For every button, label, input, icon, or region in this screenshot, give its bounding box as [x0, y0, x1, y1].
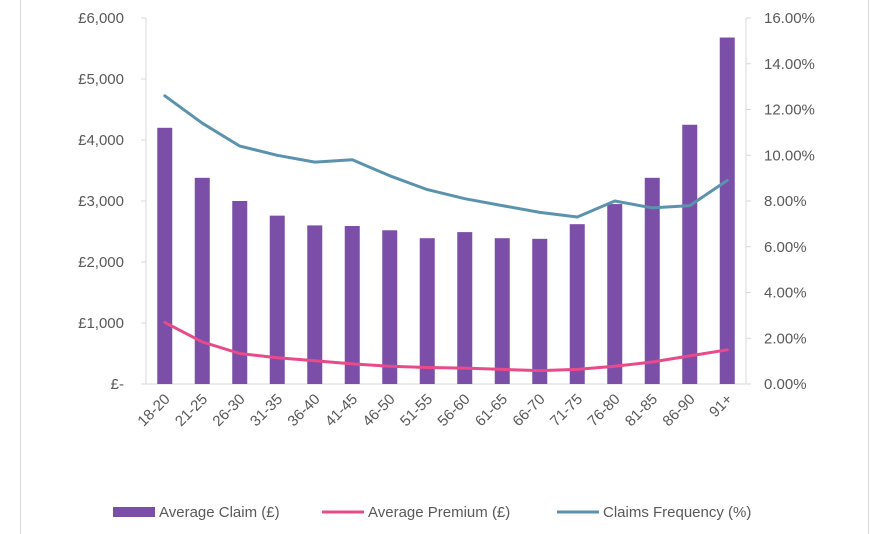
x-tick-labels: 18-2021-2526-3031-3536-4041-4546-5051-55…: [134, 391, 736, 430]
y2-tick-label: 0.00%: [764, 376, 807, 393]
x-tick-label: 51-55: [397, 391, 436, 430]
x-tick-label: 71-75: [547, 391, 586, 430]
bar: [494, 238, 510, 384]
y2-tick-label: 6.00%: [764, 239, 807, 256]
x-tick-label: 46-50: [359, 391, 398, 430]
x-tick-label: 26-30: [209, 391, 248, 430]
x-tick-label: 86-90: [659, 391, 698, 430]
y2-tick-label: 16.00%: [764, 10, 815, 27]
bar: [157, 127, 173, 385]
x-tick-label: 18-20: [134, 391, 173, 430]
y-tick-label: £4,000: [78, 132, 124, 149]
axes: £- £1,000 £2,000 £3,000 £4,000 £5,000 £6,000 0.…: [78, 10, 815, 393]
chart-frame: [20, 0, 869, 534]
x-tick-label: 31-35: [247, 391, 286, 430]
x-tick-label: 36-40: [284, 391, 323, 430]
bar: [419, 238, 435, 384]
y-tick-label: £2,000: [78, 254, 124, 271]
legend: Average Claim (£) Average Premium (£) Clai…: [113, 504, 751, 521]
bar: [607, 204, 623, 384]
x-tick-label: 91+: [706, 391, 736, 421]
legend-swatch-bar: [113, 507, 155, 517]
x-tick-label: 21-25: [172, 391, 211, 430]
bar: [344, 226, 360, 384]
x-tick-label: 41-45: [322, 391, 361, 430]
legend-label: Average Claim (£): [159, 504, 280, 521]
y-tick-label: £5,000: [78, 71, 124, 88]
y-tick-label: £6,000: [78, 10, 124, 27]
bar: [382, 230, 398, 384]
bar: [569, 224, 585, 384]
bar: [194, 177, 210, 384]
line-series: [163, 94, 729, 373]
y2-tick-label: 10.00%: [764, 147, 815, 164]
bar: [269, 215, 285, 384]
bar: [532, 238, 548, 384]
bar: [719, 37, 735, 385]
bar: [232, 201, 248, 384]
y-tick-label: £3,000: [78, 193, 124, 210]
y-tick-label: £-: [111, 376, 124, 393]
x-tick-label: 81-85: [622, 391, 661, 430]
x-tick-label: 61-65: [472, 391, 511, 430]
y2-tick-label: 14.00%: [764, 56, 815, 73]
y2-tick-label: 8.00%: [764, 193, 807, 210]
series-line: [163, 94, 729, 219]
series-line: [163, 320, 729, 373]
bar: [307, 225, 323, 384]
y-tick-label: £1,000: [78, 315, 124, 332]
y2-tick-label: 4.00%: [764, 285, 807, 302]
legend-label: Claims Frequency (%): [603, 504, 751, 521]
bar-series: [157, 37, 735, 385]
bar: [682, 124, 698, 384]
y2-tick-label: 2.00%: [764, 330, 807, 347]
x-tick-label: 66-70: [509, 391, 548, 430]
bar: [457, 232, 473, 384]
legend-label: Average Premium (£): [368, 504, 510, 521]
bar: [644, 177, 660, 384]
y2-tick-label: 12.00%: [764, 102, 815, 119]
x-tick-label: 76-80: [584, 391, 623, 430]
x-tick-label: 56-60: [434, 391, 473, 430]
